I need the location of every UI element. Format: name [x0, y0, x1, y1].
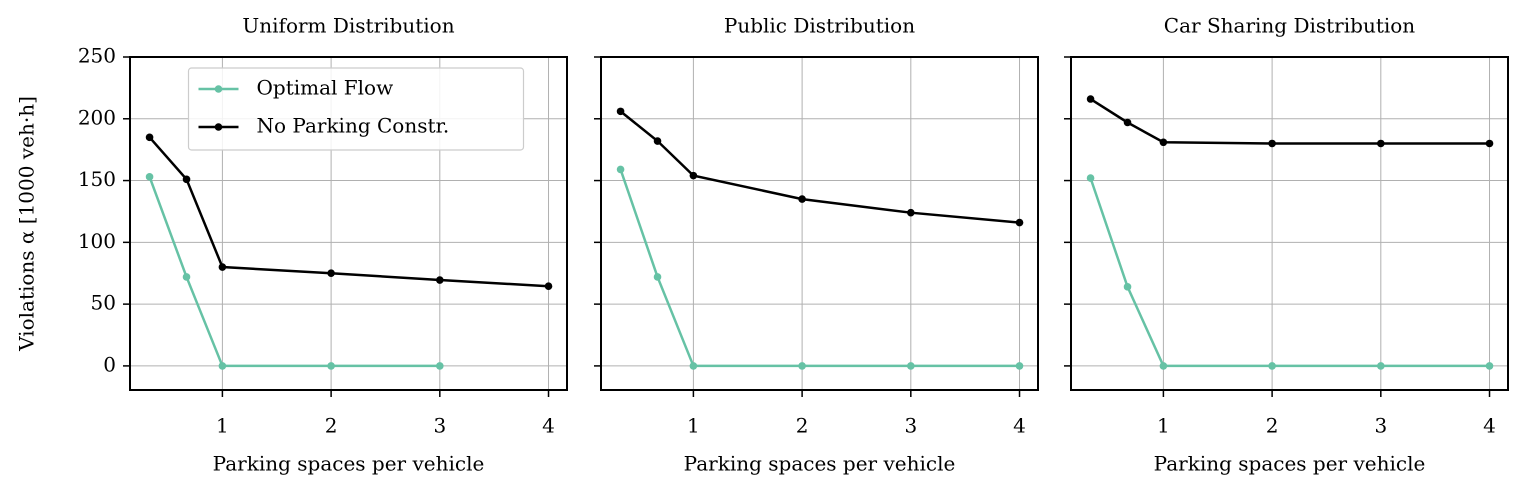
data-point [436, 362, 444, 370]
axes-frame [129, 56, 568, 391]
y-tick-label: 200 [78, 105, 116, 129]
y-tick-label: 0 [103, 352, 116, 376]
x-axis-label: Parking spaces per vehicle [1154, 452, 1426, 476]
x-tick-label: 2 [1266, 414, 1279, 438]
axes-title: Public Distribution [724, 14, 915, 38]
y-tick-label: 250 [78, 44, 116, 68]
x-tick-label: 4 [542, 414, 555, 438]
x-tick-label: 2 [796, 414, 809, 438]
data-point [1123, 283, 1132, 291]
data-point [798, 362, 806, 370]
axes-frame [600, 56, 1039, 391]
x-tick-label: 3 [1374, 414, 1387, 438]
data-point [436, 276, 444, 284]
legend-marker [214, 85, 223, 93]
data-point [616, 165, 625, 174]
legend-label: No Parking Constr. [257, 114, 450, 138]
axes-frame [1070, 56, 1509, 391]
data-point [1159, 138, 1168, 147]
x-axis-label: Parking spaces per vehicle [213, 452, 485, 476]
y-axis-label: Violations α [1000 veh·h] [15, 96, 39, 352]
data-point [1485, 139, 1494, 148]
data-point [218, 362, 227, 370]
x-tick-label: 4 [1483, 414, 1496, 438]
data-point [327, 362, 335, 370]
data-point [327, 269, 335, 278]
data-point [1086, 174, 1095, 182]
series-line [619, 110, 1020, 224]
x-tick-label: 1 [687, 414, 700, 438]
y-tick-label: 100 [78, 229, 116, 253]
x-axis-label: Parking spaces per vehicle [684, 452, 956, 476]
data-point [689, 171, 698, 180]
x-tick-label: 1 [216, 414, 229, 438]
data-point [145, 173, 154, 181]
legend-marker [214, 123, 223, 131]
data-point [653, 273, 662, 281]
x-tick-label: 2 [325, 414, 338, 438]
data-point [544, 282, 553, 291]
legend-label: Optimal Flow [257, 76, 394, 100]
y-tick-label: 150 [78, 167, 116, 191]
x-tick-label: 3 [433, 414, 446, 438]
data-point [1086, 95, 1095, 103]
data-point [1015, 218, 1024, 227]
data-point [798, 195, 806, 203]
series-line [148, 136, 549, 288]
series-line [619, 169, 1020, 368]
data-point [182, 175, 191, 184]
axes-title: Car Sharing Distribution [1164, 14, 1415, 38]
data-point [182, 273, 191, 281]
data-point [616, 107, 625, 116]
x-tick-label: 1 [1157, 414, 1170, 438]
data-point [1377, 139, 1385, 148]
data-point [689, 362, 698, 370]
x-tick-label: 4 [1013, 414, 1026, 438]
axes-title: Uniform Distribution [242, 14, 454, 38]
data-point [1159, 362, 1168, 370]
series-line [1089, 177, 1490, 368]
x-tick-label: 3 [904, 414, 917, 438]
y-tick-label: 50 [91, 291, 116, 315]
data-point [1123, 118, 1132, 127]
data-point [1268, 362, 1276, 370]
data-point [218, 263, 227, 271]
data-point [1377, 362, 1385, 370]
data-point [145, 133, 154, 142]
data-point [1268, 139, 1276, 148]
series-line [1089, 97, 1490, 145]
data-point [1485, 362, 1494, 370]
data-point [653, 137, 662, 145]
legend-box [187, 67, 525, 151]
data-point [907, 208, 915, 217]
data-point [907, 362, 915, 370]
data-point [1015, 362, 1024, 370]
